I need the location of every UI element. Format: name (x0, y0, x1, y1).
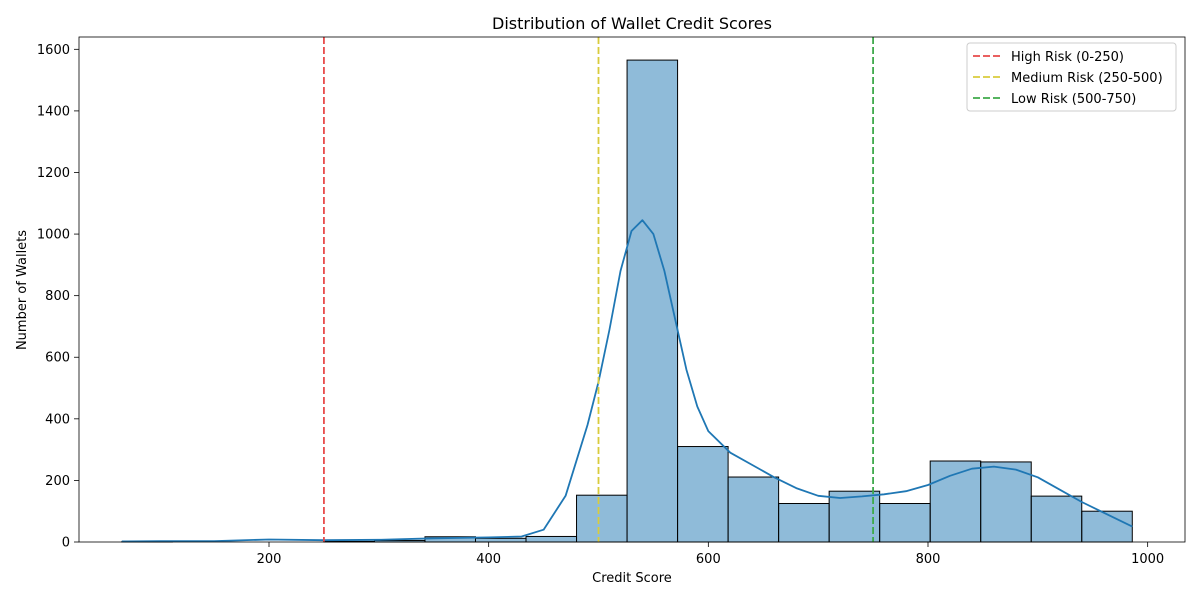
histogram-bar (879, 503, 931, 543)
histogram-bar (576, 494, 628, 543)
y-tick-label: 1600 (37, 43, 70, 58)
histogram-bar (677, 446, 729, 543)
x-tick-label: 400 (476, 552, 501, 567)
histogram-bar (626, 59, 679, 543)
x-tick-label: 1000 (1131, 552, 1164, 567)
histogram-bar (778, 503, 830, 543)
y-tick-label: 1400 (37, 104, 70, 119)
histogram-bar (727, 476, 780, 543)
histogram-bar (525, 535, 578, 543)
histogram-bar (1030, 495, 1083, 543)
histogram-bar (828, 490, 881, 543)
y-tick-label: 1000 (37, 228, 70, 243)
x-axis-label: Credit Score (592, 571, 672, 586)
y-tick-label: 400 (45, 412, 70, 427)
y-tick-label: 1200 (37, 166, 70, 181)
plot-frame (78, 36, 1186, 543)
y-axis-label: Number of Wallets (15, 230, 30, 350)
histogram-bars (121, 59, 1133, 543)
reference-lines (323, 37, 874, 542)
y-tick-label: 200 (45, 474, 70, 489)
histogram-bar (474, 537, 527, 543)
y-tick-label: 600 (45, 351, 70, 366)
chart-title: Distribution of Wallet Credit Scores (492, 14, 772, 33)
x-axis-ticks: 200 400 600 800 1000 (257, 542, 1164, 567)
y-axis-ticks: 0 200 400 600 800 1000 1200 1400 1600 (37, 43, 79, 551)
legend-box (966, 42, 1177, 112)
kde-curve (121, 219, 1133, 543)
y-tick-label: 800 (45, 289, 70, 304)
y-tick-label: 0 (62, 536, 70, 551)
histogram-bar (980, 461, 1032, 543)
legend-label: Low Risk (500-750) (1011, 92, 1136, 107)
x-tick-label: 600 (696, 552, 721, 567)
legend-label: High Risk (0-250) (1011, 50, 1124, 65)
x-tick-label: 800 (916, 552, 941, 567)
legend: High Risk (0-250) Medium Risk (250-500) Lo… (966, 42, 1177, 112)
histogram-bar (1081, 510, 1133, 543)
kde-curve-group (121, 219, 1133, 543)
legend-label: Medium Risk (250-500) (1011, 71, 1163, 86)
x-tick-label: 200 (257, 552, 282, 567)
